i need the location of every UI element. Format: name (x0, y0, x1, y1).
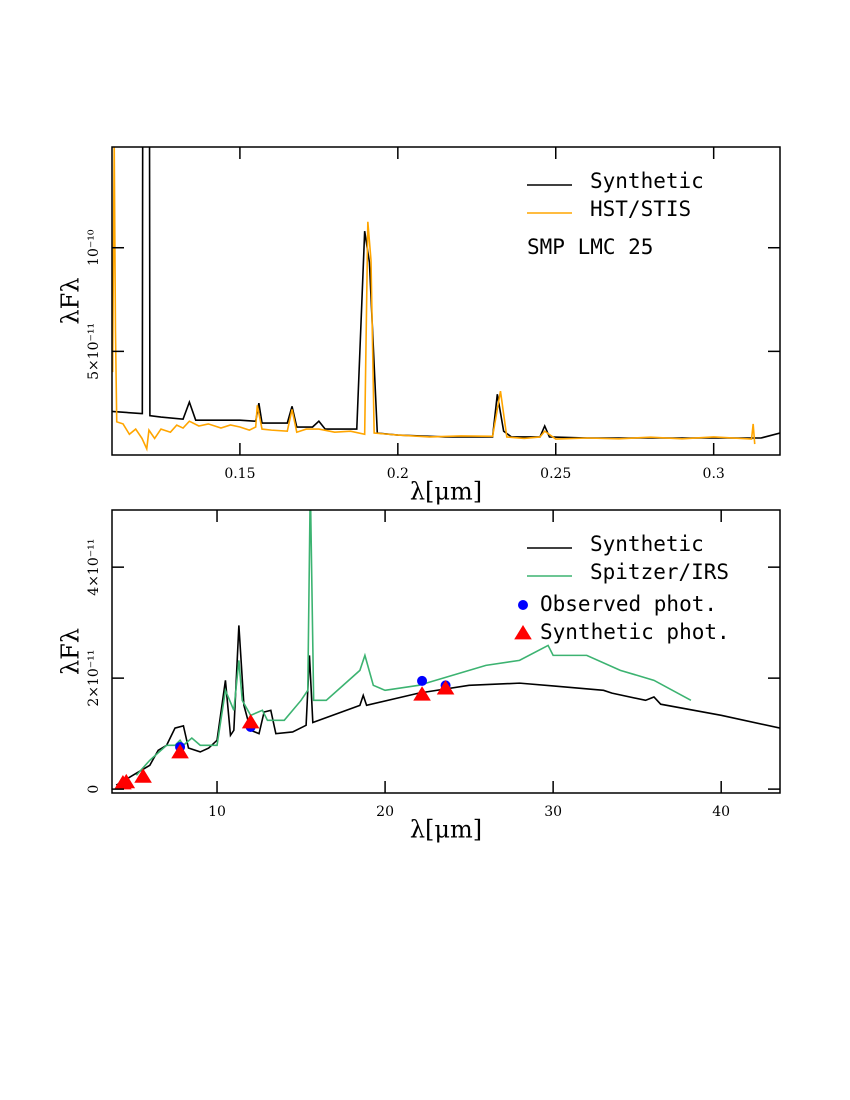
plot-frame (111, 509, 781, 794)
x-tick-label: 0.3 (703, 466, 725, 482)
series-line (112, 147, 756, 452)
point (117, 773, 136, 789)
legend-label: Spitzer/IRS (590, 560, 729, 584)
x-tick-label: 0.15 (224, 466, 255, 482)
legend-label: Synthetic (590, 169, 704, 193)
legend-label: HST/STIS (590, 197, 691, 221)
point (436, 680, 455, 695)
series-line (135, 510, 692, 776)
x-tick-label: 40 (712, 804, 730, 820)
x-tick-label: 30 (544, 804, 562, 820)
point (413, 686, 431, 701)
point (417, 675, 428, 686)
series-line (115, 625, 780, 786)
plot-frame (111, 146, 781, 456)
x-tick-label: 0.25 (540, 466, 571, 482)
y-tick-label: 2×10⁻¹¹ (86, 650, 102, 707)
x-tick-label: 10 (208, 804, 226, 820)
y-tick-label: 4×10⁻¹¹ (86, 539, 102, 596)
plot-area (114, 510, 780, 790)
y-axis-label: λFλ (57, 277, 85, 324)
legend-label: Synthetic phot. (540, 620, 730, 644)
plot-area (112, 147, 780, 452)
x-axis-label: λ[μm] (410, 816, 482, 844)
y-tick-label: 0 (86, 785, 102, 794)
legend-label: Synthetic (590, 532, 704, 556)
legend-label: Observed phot. (540, 592, 717, 616)
x-axis-label: λ[μm] (410, 478, 482, 506)
point (134, 768, 152, 783)
y-axis-label: λFλ (57, 628, 85, 675)
y-tick-label: 5×10⁻¹¹ (86, 323, 102, 380)
point (171, 743, 189, 759)
y-tick-label: 10⁻¹⁰ (86, 229, 102, 266)
x-tick-label: 0.2 (387, 466, 409, 482)
legend-marker (514, 625, 532, 640)
series-line (112, 147, 780, 439)
annotation: SMP LMC 25 (527, 235, 653, 259)
legend-marker (518, 600, 528, 610)
x-tick-label: 20 (376, 804, 394, 820)
point (241, 713, 260, 729)
